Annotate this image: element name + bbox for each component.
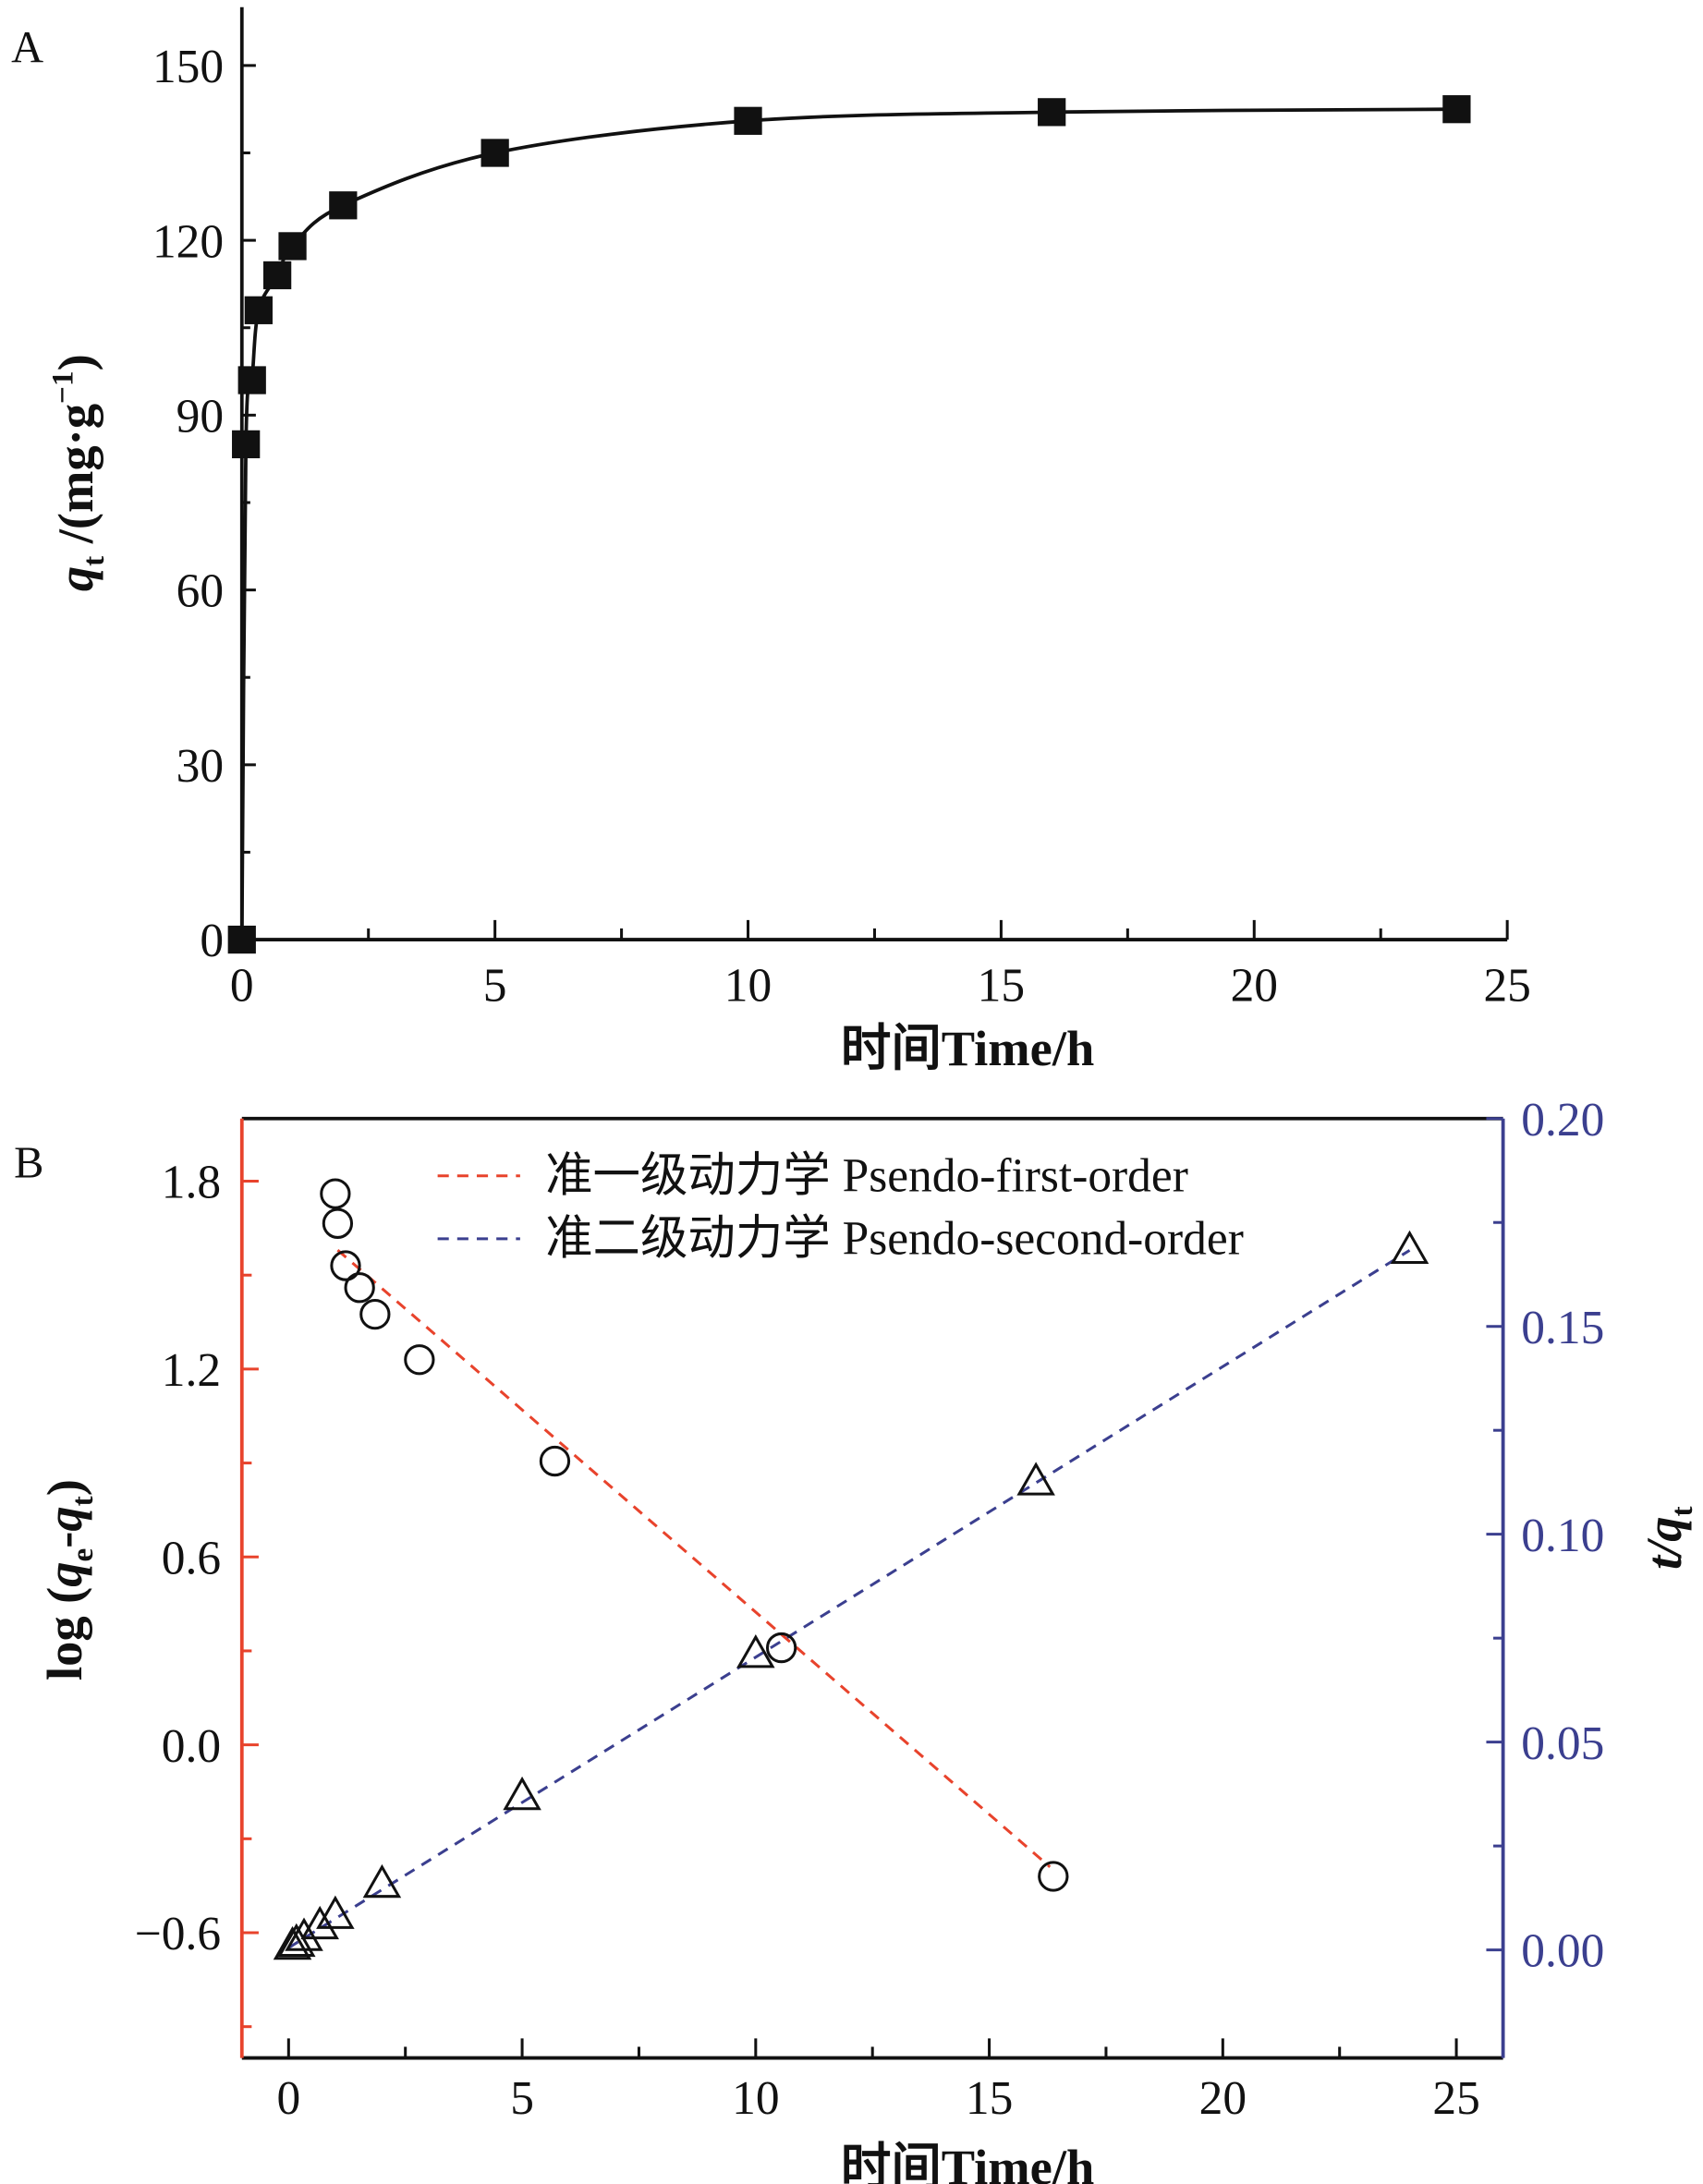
y-tick-label-left-b: 1.8 <box>162 1157 221 1209</box>
y-tick-label-right-b: 0.10 <box>1521 1510 1604 1562</box>
data-point-circle <box>344 1272 375 1304</box>
x-tick-label-b: 5 <box>510 2072 534 2125</box>
data-point-square <box>1038 98 1066 127</box>
y-tick-label-right-b: 0.05 <box>1521 1717 1604 1770</box>
x-tick-label-a: 25 <box>1483 960 1530 1013</box>
legend: 准一级动力学 Psendo-first-order 准二级动力学 Psendo-… <box>437 1149 1244 1266</box>
x-axis-label-b: 时间Time/h <box>841 2139 1094 2184</box>
data-point-circle <box>1038 1861 1069 1892</box>
y-label-sub: t <box>77 556 111 566</box>
y-tick-label-left-b: 1.2 <box>162 1344 221 1397</box>
panel-a: A 时间Time/h qt /(mg·g−1) 0 5 10 15 20 25 0 30 60 9… <box>11 6 1531 1076</box>
legend-label-second-order: 准二级动力学 Psendo-second-order <box>545 1213 1244 1266</box>
data-point-square <box>262 261 292 290</box>
fit-line-first-order <box>336 1248 1052 1868</box>
data-point-circle <box>539 1445 571 1477</box>
data-point-triangle <box>285 1917 323 1951</box>
y-label-sup: −1 <box>46 370 80 404</box>
y-axis-label-a: qt /(mg·g−1) <box>46 354 111 591</box>
panel-label-a: A <box>11 23 43 72</box>
x-tick-label-b: 0 <box>276 2072 300 2125</box>
y-tick-label-a: 0 <box>200 915 224 967</box>
data-point-circle <box>320 1178 351 1209</box>
x-tick-label-a: 15 <box>978 960 1025 1013</box>
data-point-triangle <box>316 1895 355 1929</box>
y-axis-label-left-b: log (qe-qt) <box>36 1479 100 1680</box>
data-point-circle <box>765 1632 797 1664</box>
x-tick-label-a: 0 <box>230 960 254 1013</box>
data-point-square <box>480 139 509 167</box>
y-tick-label-a: 150 <box>152 41 224 93</box>
data-point-triangle <box>300 1905 339 1940</box>
data-point-circle <box>404 1344 435 1376</box>
data-point-square <box>329 191 358 220</box>
fit-line-second-order <box>287 1249 1411 1949</box>
data-point-triangle <box>1390 1230 1429 1265</box>
data-point-square <box>278 232 307 261</box>
data-point-circle <box>359 1298 391 1330</box>
panel-b: B 时间Time/h log (qe-qt) t/qt 准一级动力学 Psend… <box>14 1094 1699 2184</box>
data-point-circle <box>330 1250 361 1281</box>
data-point-square <box>244 296 273 324</box>
data-point-triangle <box>362 1863 402 1899</box>
x-axis-label-a: 时间Time/h <box>841 1020 1094 1076</box>
y-tick-label-left-b: −0.6 <box>135 1908 221 1960</box>
data-point-square <box>734 106 762 135</box>
x-tick-label-a: 5 <box>483 960 507 1013</box>
x-tick-label-b: 10 <box>732 2072 779 2125</box>
y-tick-label-left-b: 0.0 <box>162 1720 221 1773</box>
y-tick-label-a: 30 <box>176 740 224 793</box>
y-tick-label-right-b: 0.15 <box>1521 1302 1604 1354</box>
panel-label-b: B <box>14 1138 43 1187</box>
data-point-square <box>237 366 266 394</box>
data-point-triangle <box>273 1925 312 1960</box>
x-tick-label-b: 15 <box>966 2072 1013 2125</box>
x-tick-label-a: 10 <box>724 960 772 1013</box>
y-label-unit: /(mg·g <box>47 404 103 556</box>
data-point-triangle <box>736 1634 775 1668</box>
y-label-var: q <box>47 566 103 591</box>
y-tick-label-a: 90 <box>176 391 224 443</box>
fit-curve-a <box>239 107 1457 940</box>
y-label-end: ) <box>47 354 103 370</box>
x-tick-label-b: 25 <box>1432 2072 1479 2125</box>
legend-label-first-order: 准一级动力学 Psendo-first-order <box>545 1149 1188 1202</box>
data-point-square <box>227 925 256 954</box>
y-axis-label-right-b: t/qt <box>1636 1506 1699 1570</box>
x-tick-label-b: 20 <box>1199 2072 1247 2125</box>
y-tick-label-left-b: 0.6 <box>162 1532 221 1584</box>
y-tick-label-right-b: 0.00 <box>1521 1925 1604 1978</box>
y-tick-label-right-b: 0.20 <box>1521 1094 1604 1147</box>
data-point-square <box>232 430 261 459</box>
data-point-square <box>1442 95 1471 124</box>
y-tick-label-a: 120 <box>152 215 224 268</box>
data-point-triangle <box>1016 1462 1055 1496</box>
data-point-triangle <box>503 1776 541 1811</box>
x-tick-label-a: 20 <box>1231 960 1278 1013</box>
data-point-triangle <box>276 1923 316 1958</box>
data-point-circle <box>322 1207 354 1239</box>
y-tick-label-a: 60 <box>176 565 224 618</box>
